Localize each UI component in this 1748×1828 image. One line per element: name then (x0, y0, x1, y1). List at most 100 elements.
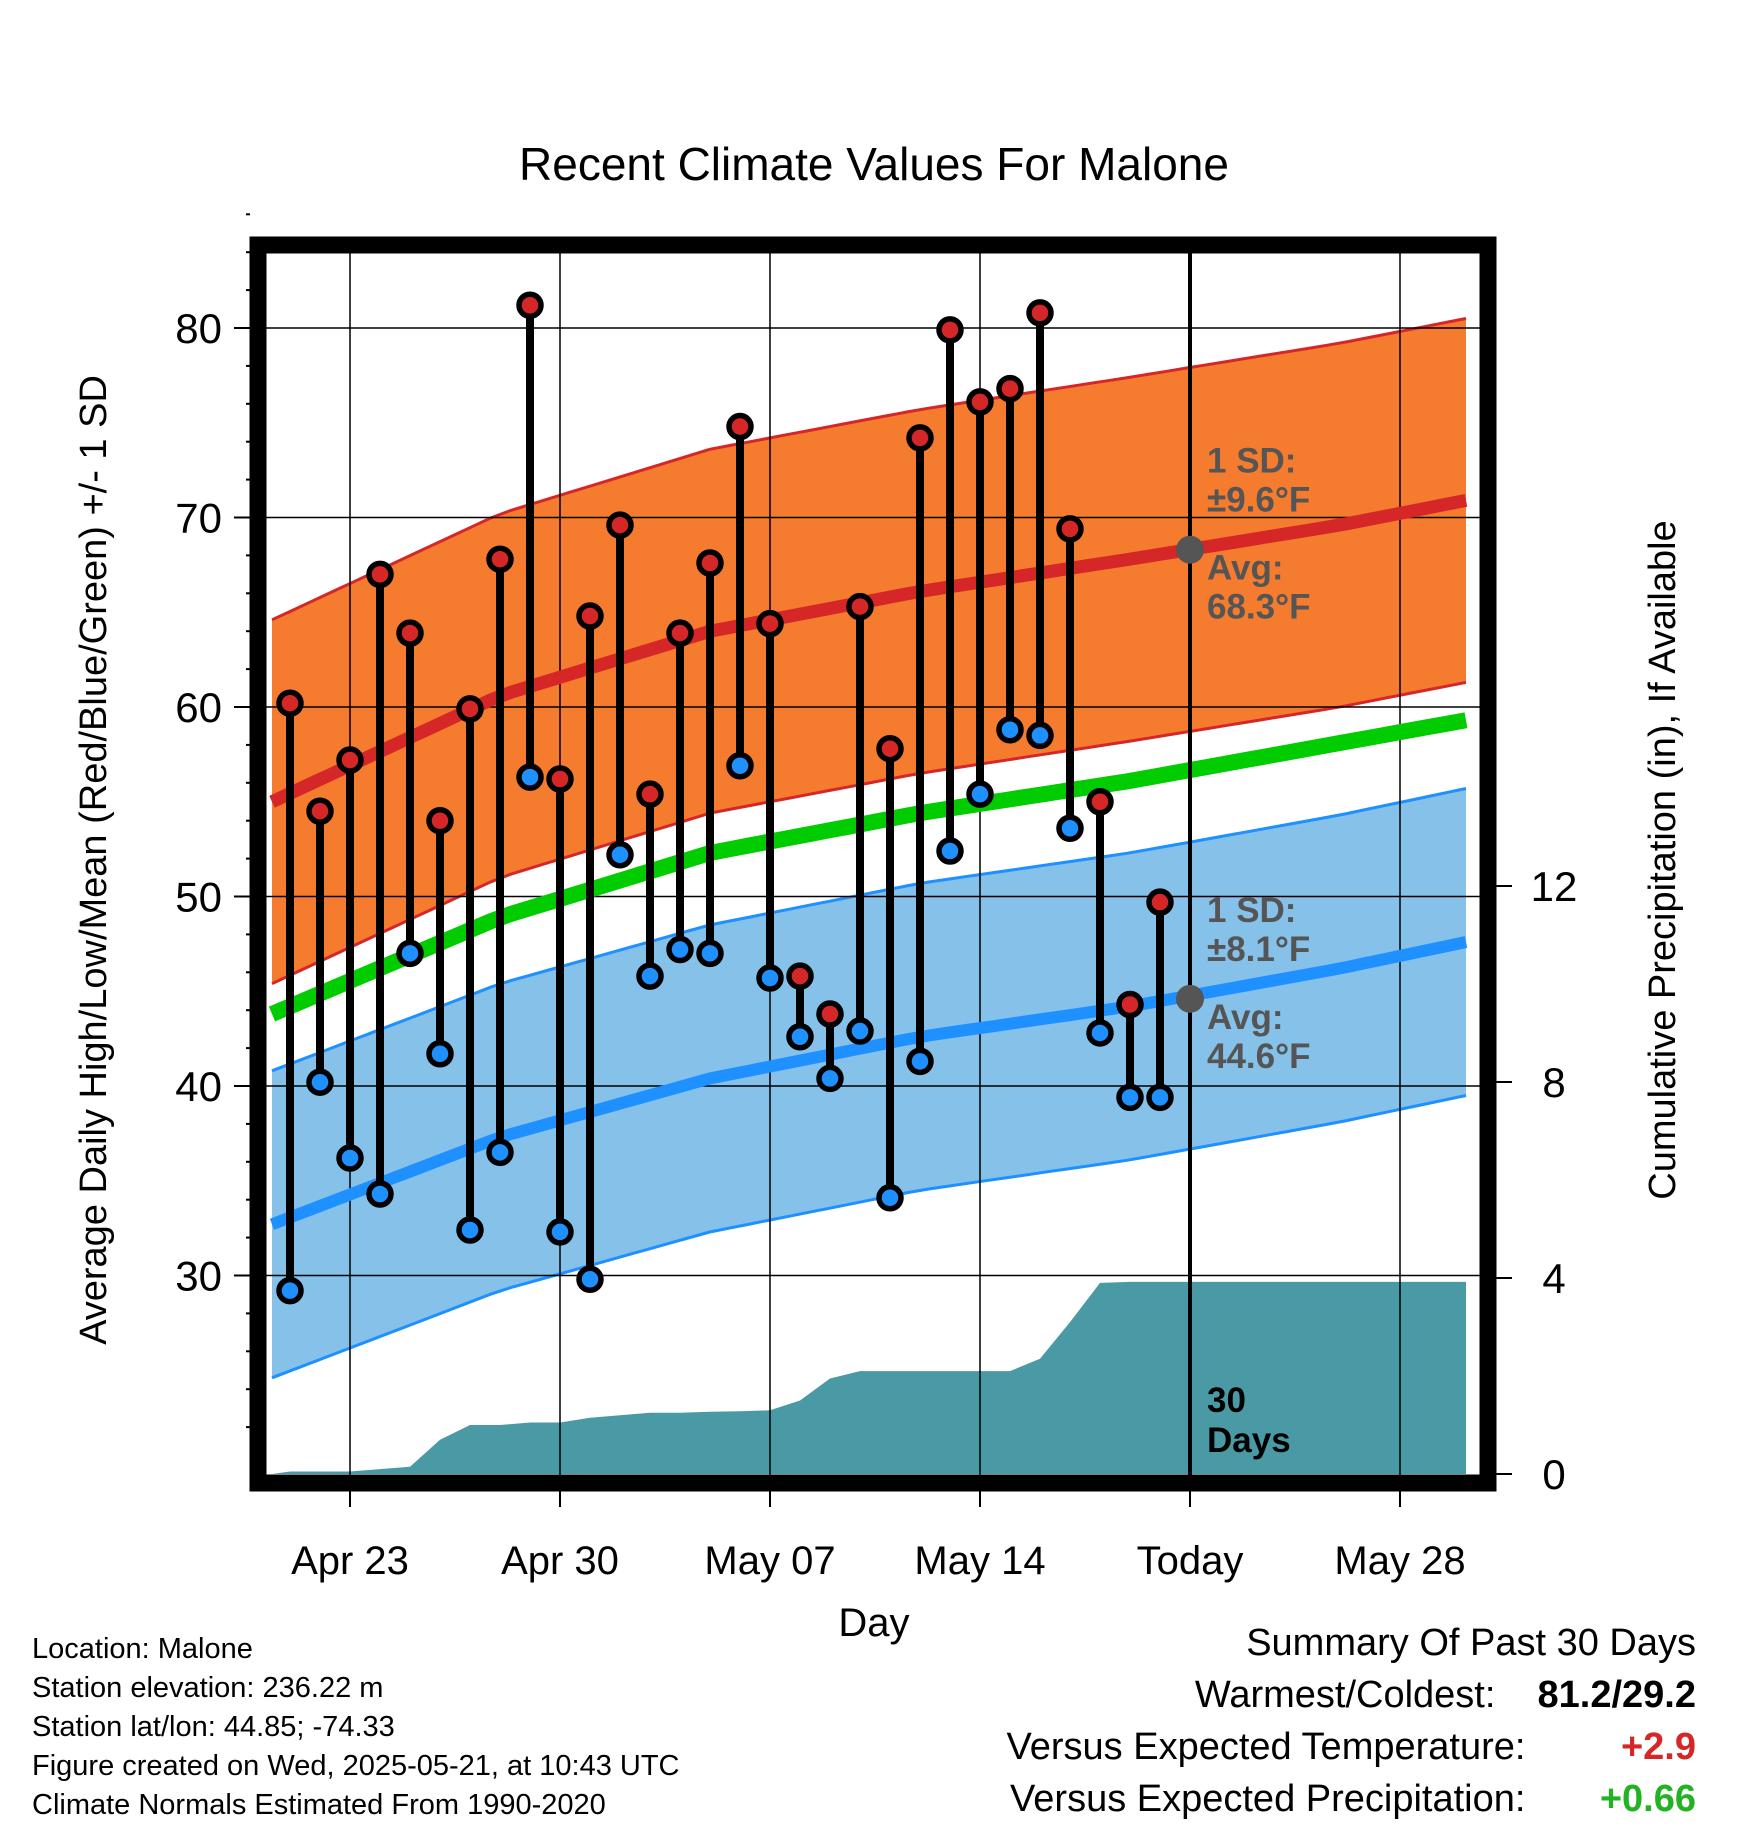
low-point (1086, 1019, 1114, 1047)
low-point (846, 1017, 874, 1045)
low-point (906, 1047, 934, 1076)
y-tick-label: 50 (175, 874, 222, 921)
x-tick-label: Today (1137, 1539, 1244, 1583)
low-point (276, 1276, 304, 1305)
precip-label: Versus Expected Precipitation: (1010, 1778, 1526, 1820)
high-point (786, 962, 814, 990)
elevation-text: Station elevation: 236.22 m (32, 1672, 384, 1704)
y2-tick-label: 4 (1542, 1255, 1565, 1302)
high-point (1086, 788, 1114, 816)
today-high-avg-dot (1176, 535, 1204, 564)
low-point (1026, 721, 1054, 750)
y-tick-label: 60 (175, 684, 222, 731)
low-point (726, 751, 754, 780)
high-point (456, 695, 484, 723)
high-point (756, 609, 784, 638)
low-point (666, 935, 694, 964)
window-count-label: 30 (1207, 1381, 1246, 1420)
low-point (366, 1180, 394, 1208)
plot-frame (249, 236, 1497, 1492)
high-point (1116, 990, 1144, 1019)
low-sd-value: ±8.1°F (1207, 930, 1310, 969)
low-avg-value: 44.6°F (1207, 1037, 1311, 1076)
low-point (426, 1040, 454, 1068)
high-point (666, 619, 694, 647)
low-point (936, 837, 964, 865)
low-point (696, 939, 724, 968)
low-point (306, 1068, 334, 1096)
high-point (936, 316, 964, 344)
y-tick-label: 30 (175, 1253, 222, 1300)
low-point (636, 962, 664, 990)
high-sd-band (272, 318, 1466, 984)
summary-warm-cold: Warmest/Coldest: 81.2/29.2 (1195, 1674, 1696, 1717)
low-point (456, 1216, 484, 1244)
low-point (1146, 1083, 1174, 1112)
warm-cold-value: 81.2/29.2 (1537, 1674, 1696, 1716)
high-band-upper-edge (271, 317, 1467, 622)
plot-clipped (258, 245, 1488, 1483)
high-point (726, 412, 754, 441)
footer-info: Location: Malone Station elevation: 236.… (32, 1630, 680, 1825)
high-point (396, 619, 424, 647)
low-point (396, 939, 424, 968)
chart-title: Recent Climate Values For Malone (519, 138, 1229, 190)
high-point (276, 689, 304, 717)
low-point (816, 1064, 844, 1093)
high-point (486, 545, 514, 573)
high-point (996, 374, 1024, 403)
y-tick-label: 40 (175, 1063, 222, 1110)
temp-label: Versus Expected Temperature: (1006, 1726, 1526, 1768)
low-band-lower-edge (271, 1094, 1467, 1380)
high-point (576, 602, 604, 630)
high-avg-value: 68.3°F (1207, 588, 1311, 627)
low-point (486, 1138, 514, 1167)
high-point (306, 797, 334, 825)
summary-precip: Versus Expected Precipitation: +0.66 (1010, 1778, 1696, 1821)
summary-temp: Versus Expected Temperature: +2.9 (1007, 1726, 1696, 1769)
latlon-text: Station lat/lon: 44.85; -74.33 (32, 1711, 395, 1743)
normals-text: Climate Normals Estimated From 1990-2020 (32, 1789, 606, 1821)
low-point (576, 1265, 604, 1294)
temp-value: +2.9 (1620, 1726, 1696, 1768)
low-avg-label: Avg: (1207, 998, 1283, 1037)
summary-title: Summary Of Past 30 Days (1246, 1622, 1696, 1664)
y-tick-label: 80 (175, 305, 222, 352)
high-point (366, 560, 394, 589)
low-point (756, 964, 784, 992)
y2-tick-label: 0 (1542, 1451, 1565, 1498)
high-sd-value: ±9.6°F (1207, 481, 1310, 520)
low-point (336, 1144, 364, 1172)
low-point (876, 1184, 904, 1212)
high-point (816, 1000, 844, 1028)
high-point (426, 806, 454, 835)
low-point (546, 1218, 574, 1246)
precipitation-area (272, 1281, 1466, 1474)
y-axis-label: Average Daily High/Low/Mean (Red/Blue/Gr… (73, 375, 115, 1345)
y-tick-label: 70 (175, 495, 222, 542)
low-point (606, 841, 634, 869)
low-point (996, 715, 1024, 744)
low-point (966, 780, 994, 808)
high-point (546, 765, 574, 793)
low-sd-label: 1 SD: (1207, 891, 1296, 930)
high-sd-label: 1 SD: (1207, 442, 1296, 481)
high-point (906, 424, 934, 452)
x-tick-label: May 07 (704, 1539, 835, 1583)
location-text: Location: Malone (32, 1633, 253, 1665)
high-point (846, 592, 874, 621)
y2-tick-label: 8 (1542, 1059, 1565, 1106)
precip-value: +0.66 (1599, 1778, 1696, 1820)
x-tick-label: May 14 (914, 1539, 1045, 1583)
low-point (1116, 1083, 1144, 1112)
x-tick-label: Apr 30 (501, 1539, 619, 1583)
x-tick-label: Apr 23 (291, 1539, 409, 1583)
high-avg-label: Avg: (1207, 549, 1283, 588)
warm-cold-label: Warmest/Coldest: (1194, 1674, 1496, 1716)
high-point (876, 734, 904, 763)
today-low-avg-dot (1176, 984, 1204, 1013)
high-point (336, 746, 364, 774)
high-point (1026, 299, 1054, 327)
